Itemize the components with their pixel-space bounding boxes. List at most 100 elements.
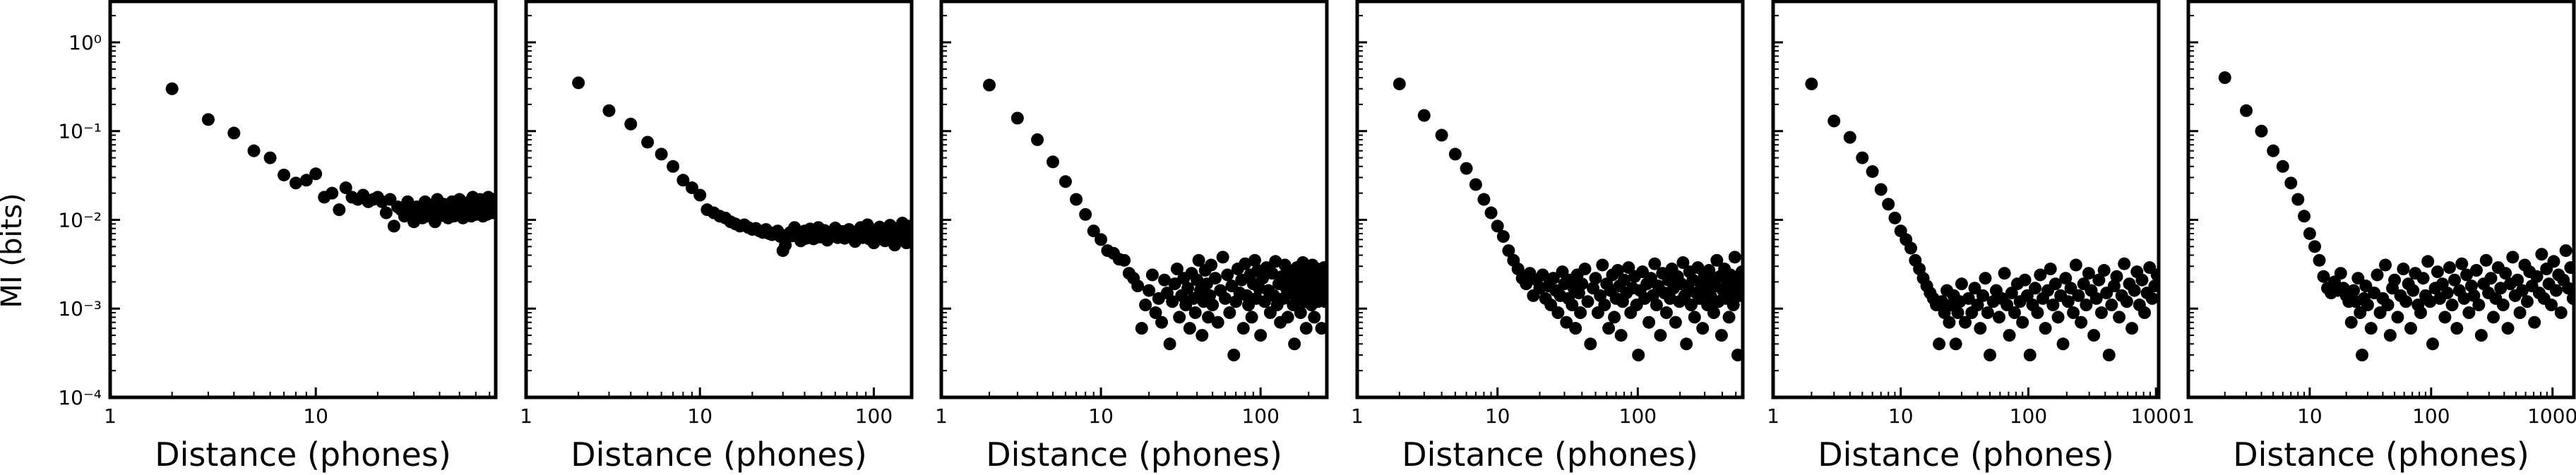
data-point (2373, 306, 2387, 320)
data-point (2479, 253, 2493, 267)
data-point (1560, 315, 1573, 329)
data-point (2383, 329, 2397, 342)
data-point (2128, 284, 2141, 297)
data-point (1976, 289, 1990, 302)
data-point (2404, 322, 2418, 335)
data-point (1551, 306, 1565, 320)
data-point (2240, 104, 2253, 117)
data-point (1484, 206, 1498, 220)
data-point (289, 176, 302, 190)
plot-frame (939, 0, 1329, 399)
data-point (299, 174, 313, 187)
data-point (1294, 306, 1307, 320)
data-point (1188, 306, 1202, 320)
data-point (2267, 144, 2280, 157)
data-point (2464, 279, 2478, 293)
data-point (1059, 175, 1072, 188)
data-point (2023, 349, 2037, 362)
data-point (2092, 273, 2106, 287)
data-point (1959, 315, 1972, 329)
data-point (2125, 322, 2139, 335)
data-point (2105, 299, 2118, 312)
x-tick-label: 10 (2297, 404, 2322, 428)
data-point (1676, 256, 1690, 270)
data-point (2003, 329, 2016, 342)
data-point (201, 113, 215, 126)
data-point (2361, 299, 2374, 312)
x-axis-label: Distance (phones) (986, 435, 1282, 474)
y-tick-label: 10⁻¹ (58, 120, 102, 143)
data-point (165, 82, 179, 95)
data-point (1731, 349, 1743, 361)
data-point (1904, 241, 1918, 255)
data-point (1248, 253, 1261, 267)
data-point (1158, 273, 1171, 287)
data-point (2397, 263, 2410, 276)
data-point (2000, 299, 2014, 312)
data-point (2034, 268, 2047, 282)
data-point (1882, 198, 1895, 211)
data-point (1611, 264, 1625, 277)
data-point (904, 225, 912, 239)
data-point (1688, 311, 1701, 324)
data-point (2298, 210, 2311, 223)
data-point (1943, 315, 1956, 329)
data-point (2317, 270, 2330, 283)
data-point (1208, 272, 1222, 285)
plot-frame (1771, 0, 2161, 399)
data-point (2545, 299, 2558, 312)
data-point (1974, 322, 1987, 335)
data-point (1079, 208, 1092, 221)
data-point (2051, 311, 2065, 324)
data-point (1163, 337, 1176, 351)
data-point (1166, 295, 1179, 308)
scatter-points (165, 82, 496, 233)
data-point (1827, 114, 1841, 128)
x-tick-label: 10 (687, 404, 712, 428)
data-point (1477, 193, 1491, 206)
data-point (1589, 272, 1602, 285)
data-point (1417, 109, 1431, 122)
data-point (1618, 273, 1631, 287)
data-point (1448, 148, 1462, 161)
data-point (1856, 151, 1869, 164)
data-point (2097, 264, 2111, 277)
data-point (1031, 133, 1044, 146)
data-point (2371, 268, 2384, 282)
data-point (2347, 284, 2361, 297)
data-point (1258, 295, 1271, 308)
data-point (2530, 270, 2544, 283)
data-point (1170, 263, 1183, 276)
data-point (1239, 257, 1252, 270)
data-point (1866, 165, 1879, 179)
data-point (2031, 306, 2044, 320)
data-point (488, 200, 496, 214)
data-point (2351, 272, 2365, 285)
data-point (1496, 230, 1510, 243)
data-point (2094, 306, 2108, 320)
data-point (1874, 183, 1888, 196)
data-point (2457, 291, 2471, 305)
data-point (2308, 240, 2322, 253)
data-point (2564, 261, 2574, 275)
data-point (1648, 257, 1662, 270)
data-point (1951, 306, 1964, 320)
data-point (1192, 253, 1205, 267)
x-tick-label: 100 (855, 404, 893, 428)
data-point (1223, 306, 1236, 320)
data-point (1735, 265, 1743, 279)
panel-4: 1 10 100 Distance (phones) (1351, 0, 1745, 474)
data-point (2487, 311, 2500, 324)
data-point (1469, 178, 1482, 191)
x-tick-label: 10 (1888, 404, 1914, 428)
x-tick-label: 10 (1088, 404, 1114, 428)
data-point (1696, 322, 1710, 335)
data-point (1979, 272, 1992, 285)
data-point (2039, 322, 2052, 335)
data-point (1118, 253, 1131, 267)
data-point (2379, 258, 2392, 272)
data-point (1703, 264, 1716, 277)
data-point (1734, 289, 1743, 302)
plot-frame (524, 0, 914, 399)
